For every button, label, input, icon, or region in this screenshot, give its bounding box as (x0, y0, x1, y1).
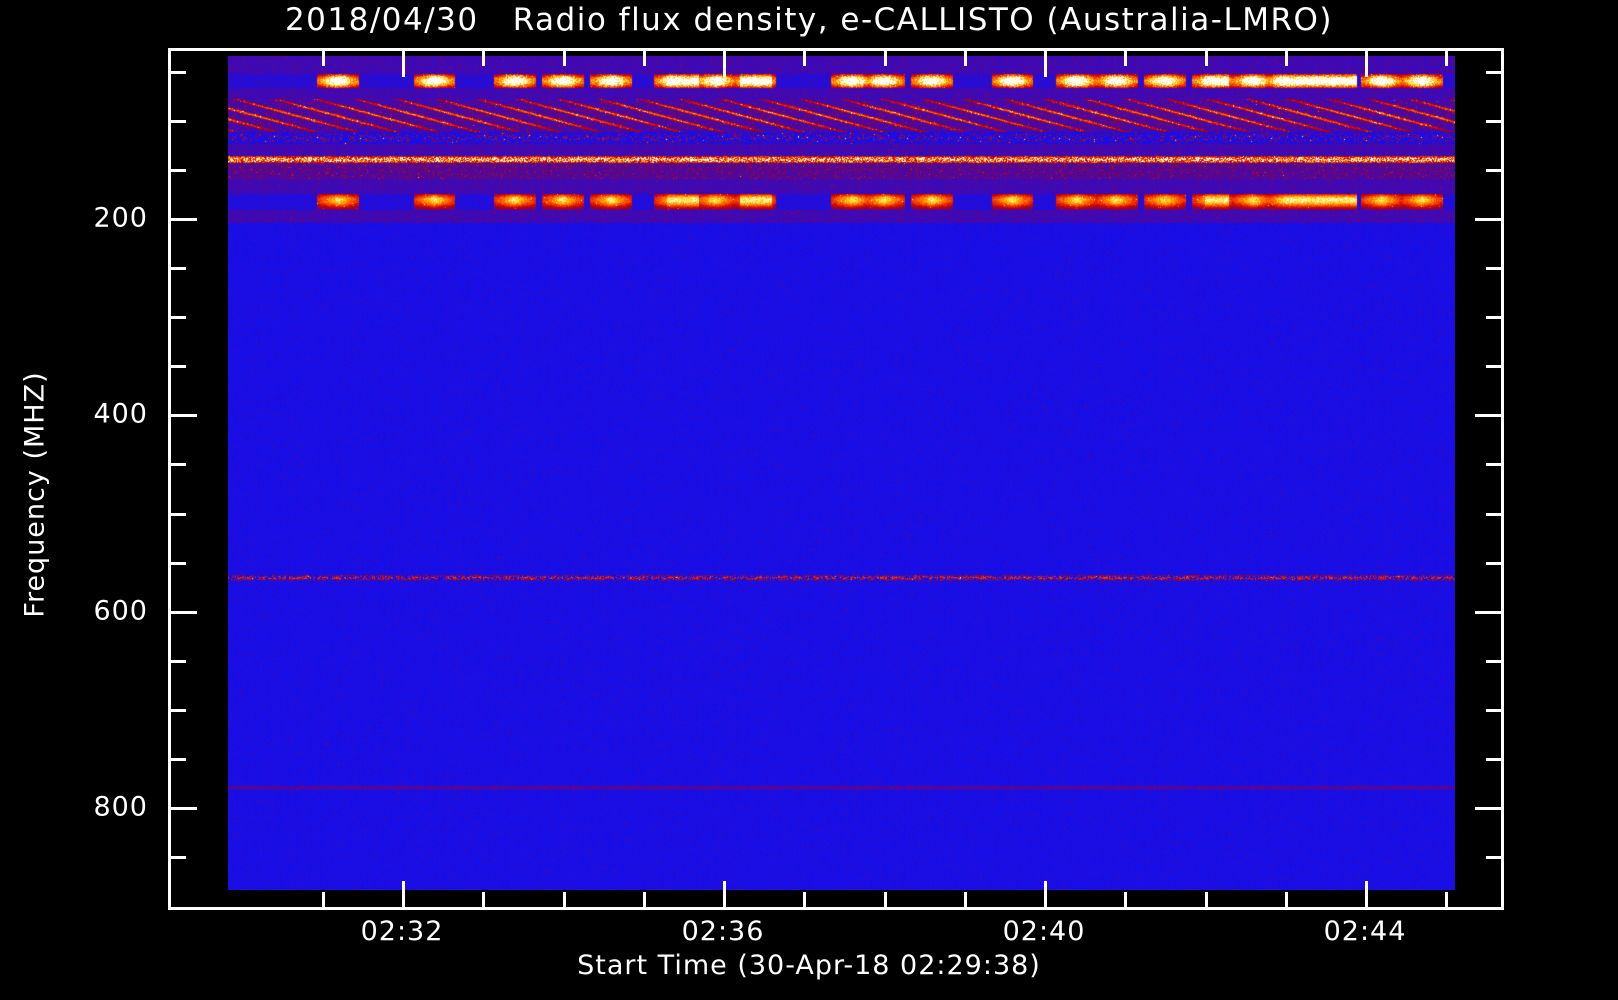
y-tick-minor (1486, 169, 1501, 172)
y-tick-label-600: 600 (93, 595, 148, 627)
x-tick-minor (563, 892, 566, 907)
x-tick-major (1365, 51, 1368, 77)
y-tick-minor (171, 267, 186, 270)
y-tick-major (171, 414, 197, 417)
x-tick-minor (1445, 892, 1448, 907)
y-tick-minor (171, 316, 186, 319)
x-tick-minor (1124, 892, 1127, 907)
x-tick-minor (322, 51, 325, 66)
y-tick-minor (1486, 758, 1501, 761)
y-tick-major (171, 611, 197, 614)
y-tick-minor (171, 562, 186, 565)
x-tick-minor (803, 51, 806, 66)
y-tick-minor (1486, 513, 1501, 516)
y-tick-minor (171, 169, 186, 172)
x-tick-minor (1445, 51, 1448, 66)
y-tick-minor (171, 365, 186, 368)
y-tick-minor (1486, 660, 1501, 663)
y-tick-label-400: 400 (93, 398, 148, 430)
x-tick-minor (803, 892, 806, 907)
y-tick-minor (171, 463, 186, 466)
x-tick-major (1044, 51, 1047, 77)
y-tick-minor (1486, 856, 1501, 859)
y-tick-minor (171, 709, 186, 712)
x-tick-minor (964, 892, 967, 907)
y-tick-minor (171, 856, 186, 859)
x-tick-minor (884, 892, 887, 907)
y-tick-minor (1486, 365, 1501, 368)
x-tick-label-02-36: 02:36 (681, 916, 765, 947)
x-tick-label-02-32: 02:32 (360, 916, 444, 947)
y-tick-major (1475, 218, 1501, 221)
page-title: 2018/04/30 Radio flux density, e-CALLIST… (284, 2, 1334, 38)
y-tick-minor (171, 120, 186, 123)
y-tick-major (171, 218, 197, 221)
y-tick-minor (1486, 316, 1501, 319)
y-tick-minor (1486, 120, 1501, 123)
y-axis-title: Frequency (MHZ) (19, 371, 51, 618)
x-tick-minor (884, 51, 887, 66)
y-tick-minor (171, 758, 186, 761)
x-axis-title: Start Time (30-Apr-18 02:29:38) (577, 950, 1041, 981)
x-tick-major (402, 51, 405, 77)
x-tick-major (723, 51, 726, 77)
x-tick-label-02-40: 02:40 (1002, 916, 1086, 947)
x-tick-minor (1205, 892, 1208, 907)
y-tick-major (1475, 414, 1501, 417)
x-tick-minor (322, 892, 325, 907)
y-tick-major (1475, 611, 1501, 614)
x-tick-minor (482, 892, 485, 907)
y-tick-minor (1486, 463, 1501, 466)
x-tick-minor (1285, 51, 1288, 66)
x-tick-minor (563, 51, 566, 66)
y-tick-minor (171, 513, 186, 516)
x-tick-major (1044, 881, 1047, 907)
y-tick-label-200: 200 (93, 202, 148, 234)
y-tick-label-800: 800 (93, 791, 148, 823)
x-tick-minor (643, 51, 646, 66)
x-tick-minor (1205, 51, 1208, 66)
x-tick-major (723, 881, 726, 907)
x-tick-minor (1124, 51, 1127, 66)
y-tick-major (1475, 807, 1501, 810)
x-tick-label-02-44: 02:44 (1323, 916, 1407, 947)
spectrogram-canvas (228, 56, 1455, 890)
y-tick-minor (1486, 562, 1501, 565)
x-tick-major (402, 881, 405, 907)
y-tick-minor (1486, 709, 1501, 712)
x-tick-minor (1285, 892, 1288, 907)
x-tick-major (1365, 881, 1368, 907)
x-tick-minor (964, 51, 967, 66)
x-tick-minor (482, 51, 485, 66)
x-tick-minor (643, 892, 646, 907)
y-tick-minor (171, 660, 186, 663)
y-tick-minor (171, 71, 186, 74)
y-tick-minor (1486, 71, 1501, 74)
y-tick-major (171, 807, 197, 810)
y-tick-minor (1486, 267, 1501, 270)
